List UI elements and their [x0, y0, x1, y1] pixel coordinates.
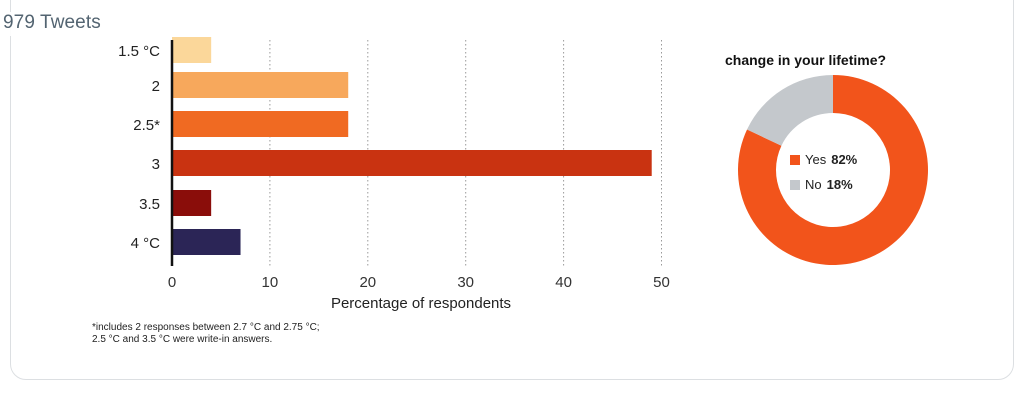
chart-bars [172, 37, 652, 255]
bar [172, 72, 349, 98]
chart-footnote: *includes 2 responses between 2.7 °C and… [92, 322, 432, 346]
x-tick-label: 50 [653, 274, 670, 291]
x-tick-label: 30 [457, 274, 474, 291]
y-tick-label: 4 °C [131, 235, 161, 252]
x-tick-label: 0 [168, 274, 176, 291]
legend-yes-label: Yes [805, 152, 827, 167]
legend-yes-swatch [790, 154, 800, 165]
chart-x-labels: 0 10 20 30 40 50 [168, 274, 670, 291]
x-tick-label: 20 [359, 274, 376, 291]
footnote-line-2: 2.5 °C and 3.5 °C were write-in answers. [92, 334, 273, 345]
bar [172, 111, 349, 137]
bar [172, 229, 241, 255]
bar [172, 37, 212, 63]
donut-title: change in your lifetime? [725, 52, 887, 68]
legend-yes-value: 82% [831, 152, 858, 167]
bar [172, 150, 652, 176]
x-axis-title: Percentage of respondents [331, 295, 511, 312]
y-tick-label: 2.5* [133, 117, 160, 134]
bar [172, 190, 212, 216]
y-tick-label: 1.5 °C [118, 43, 160, 60]
legend-yes: Yes 82% [790, 152, 857, 167]
legend-no-swatch [790, 179, 800, 190]
chart-y-labels: 1.5 °C 2 2.5* 3 3.5 4 °C [118, 43, 160, 252]
legend-no-value: 18% [826, 177, 853, 192]
legend-no: No 18% [790, 177, 853, 192]
y-tick-label: 3.5 [139, 196, 160, 213]
footnote-line-1: *includes 2 responses between 2.7 °C and… [92, 322, 320, 333]
legend-no-label: No [805, 177, 822, 192]
x-tick-label: 10 [262, 274, 279, 291]
y-tick-label: 3 [152, 156, 160, 173]
y-tick-label: 2 [152, 78, 160, 95]
tweet-count[interactable]: 979 Tweets [3, 12, 107, 36]
x-tick-label: 40 [555, 274, 572, 291]
